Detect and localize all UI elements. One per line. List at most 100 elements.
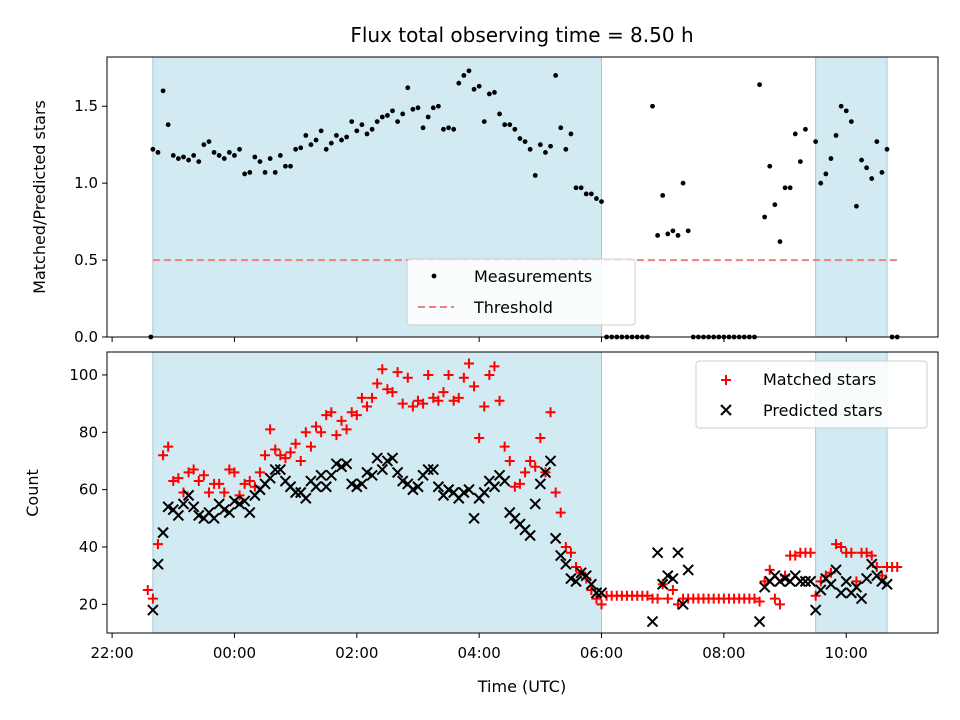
matched-star-point (418, 398, 429, 409)
matched-star-point (219, 487, 230, 498)
predicted-star-point (325, 469, 338, 482)
matched-star-point (642, 590, 653, 601)
matched-star-point (214, 478, 225, 489)
matched-star-point (382, 384, 393, 395)
measurement-point (594, 196, 599, 201)
predicted-star-point (835, 587, 847, 599)
x-tick-label: 08:00 (702, 644, 745, 662)
measurement-point (568, 131, 574, 137)
matched-star-point (560, 541, 571, 552)
predicted-star-point (560, 558, 572, 570)
predicted-star-point (366, 469, 378, 482)
legend-measurements-label: Measurements (474, 267, 592, 286)
predicted-star-point (855, 592, 868, 605)
measurement-point (293, 146, 299, 152)
y-tick-label: 0.5 (74, 251, 98, 269)
matched-star-point (836, 541, 847, 552)
predicted-star-point (310, 481, 322, 493)
matched-star-point (397, 398, 408, 409)
legend-predicted-label: Predicted stars (763, 401, 883, 420)
plot-frame (106, 351, 939, 634)
predicted-star-point (549, 532, 562, 545)
predicted-star-point (815, 584, 827, 596)
measurement-point (390, 108, 395, 114)
measurement-point (848, 119, 854, 125)
measurement-point (435, 103, 441, 109)
measurement-point (237, 146, 242, 152)
matched-star-point (321, 410, 332, 421)
predicted-star-point (422, 463, 434, 476)
matched-star-point (571, 562, 582, 573)
predicted-star-point (866, 558, 878, 570)
y-tick-label: 0.0 (74, 328, 98, 346)
matched-star-point (183, 467, 194, 478)
predicted-star-point (840, 575, 852, 588)
measurement-point (874, 139, 880, 145)
predicted-star-point (187, 501, 200, 513)
predicted-star-point (269, 463, 281, 476)
measurement-point (680, 180, 686, 186)
measurement-point (191, 153, 197, 158)
predicted-star-point (172, 509, 185, 522)
matched-star-point (407, 401, 418, 412)
x-tick-label: 04:00 (458, 644, 501, 662)
predicted-star-point (860, 572, 873, 585)
matched-star-point (514, 478, 525, 489)
measurement-point (344, 134, 350, 140)
measurement-point (859, 157, 864, 163)
matched-star-point (535, 433, 546, 444)
matched-star-point (229, 467, 240, 478)
measurement-point (588, 191, 594, 197)
measurement-point (843, 108, 849, 114)
ratio-y-axis-label: Matched/Predicted stars (30, 100, 49, 294)
measurement-point (655, 233, 661, 238)
measurement-point (456, 80, 462, 86)
matched-star-point (504, 455, 515, 466)
matched-star-point (270, 444, 281, 455)
predicted-star-point (386, 452, 399, 464)
measurement-point (175, 156, 181, 161)
matched-star-point (423, 369, 434, 380)
measurement-point (211, 149, 217, 155)
matched-star-point (876, 570, 887, 581)
matched-star-point (484, 369, 495, 380)
predicted-star-point (244, 506, 256, 519)
predicted-star-point (412, 481, 424, 493)
measurement-point (247, 169, 253, 175)
measurement-point (599, 199, 604, 205)
measurement-point (201, 142, 207, 148)
predicted-star-point (595, 587, 608, 599)
matched-star-point (193, 476, 204, 487)
matched-star-point (198, 470, 209, 481)
predicted-star-point (529, 498, 541, 510)
observing-interval-1 (815, 57, 888, 337)
matched-star-point (254, 467, 265, 478)
measurement-point (405, 85, 411, 91)
matched-star-point (438, 387, 449, 398)
legend-measurement-marker (431, 273, 437, 279)
matched-star-point (759, 576, 770, 587)
matched-star-point (509, 481, 520, 492)
matched-star-point (565, 547, 576, 558)
measurement-point (481, 119, 487, 125)
matched-star-point (311, 421, 322, 432)
matched-star-point (377, 364, 388, 375)
measurement-point (466, 68, 472, 74)
predicted-star-point (315, 469, 327, 482)
measurement-point (277, 153, 283, 158)
y-tick-label: 20 (79, 595, 98, 613)
measurement-point (471, 86, 477, 92)
predicted-star-point (794, 575, 807, 588)
matched-star-point (402, 372, 413, 383)
predicted-star-point (524, 529, 536, 542)
x-axis-label: Time (UTC) (477, 677, 566, 696)
measurement-point (522, 139, 528, 145)
measurement-point (573, 185, 579, 191)
measurement-point (777, 239, 783, 245)
predicted-star-point (580, 569, 592, 582)
measurement-point (869, 176, 875, 181)
measurement-point (884, 146, 890, 152)
measurement-point (461, 73, 467, 78)
measurement-point (685, 228, 691, 234)
